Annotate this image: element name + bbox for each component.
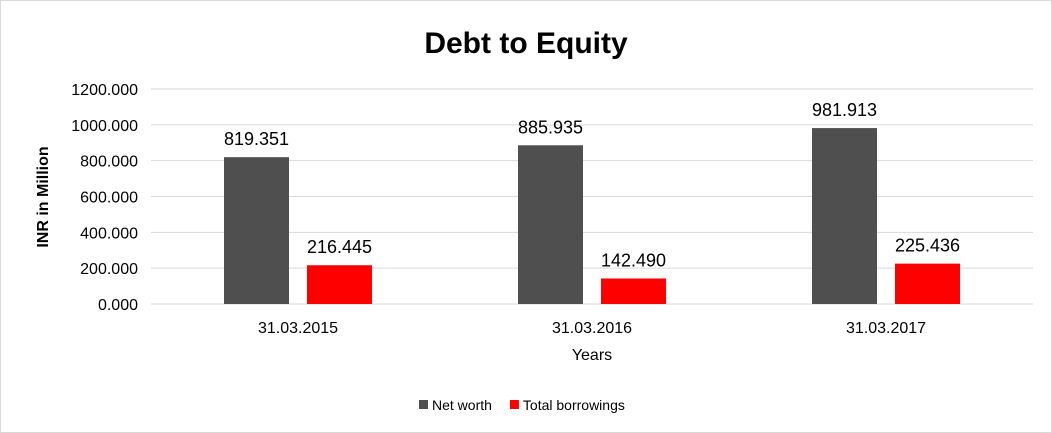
data-label: 981.913: [812, 100, 877, 120]
y-tick-label: 1000.000: [71, 118, 138, 135]
x-tick-label: 31.03.2017: [846, 320, 926, 337]
y-tick-label: 800.000: [80, 154, 138, 171]
data-label: 225.436: [895, 236, 960, 256]
bars: 819.351 216.445 885.935 142.490 981.913 225.4…: [224, 100, 960, 304]
y-tick-label: 1200.000: [71, 82, 138, 99]
y-axis-ticks: 0.000 200.000 400.000 600.000 800.000 1000.00…: [71, 82, 138, 314]
gridlines: [151, 88, 1033, 305]
y-tick-label: 200.000: [80, 261, 138, 278]
bar: [812, 128, 877, 304]
x-tick-label: 31.03.2016: [552, 320, 632, 337]
x-tick-label: 31.03.2015: [258, 320, 338, 337]
bar: [224, 157, 289, 304]
legend-swatch: [509, 400, 519, 409]
bar: [895, 263, 960, 304]
x-axis-ticks: 31.03.2015 31.03.2016 31.03.2017: [258, 320, 926, 337]
y-tick-label: 400.000: [80, 225, 138, 242]
bar: [307, 265, 372, 304]
legend-label: Total borrowings: [523, 397, 625, 413]
y-axis-title: INR in Million: [35, 146, 52, 247]
data-label: 142.490: [601, 250, 666, 270]
legend-swatch: [419, 400, 428, 409]
data-label: 885.935: [518, 117, 583, 137]
y-tick-label: 600.000: [80, 190, 138, 207]
bar: [601, 278, 666, 304]
y-tick-label: 0.000: [98, 297, 138, 314]
legend: Net worth Total borrowings: [419, 397, 625, 413]
chart-title: Debt to Equity: [424, 27, 628, 60]
data-label: 216.445: [307, 237, 372, 257]
data-label: 819.351: [224, 129, 289, 149]
x-axis-title: Years: [572, 347, 612, 364]
bar: [518, 145, 583, 304]
legend-label: Net worth: [432, 397, 492, 413]
